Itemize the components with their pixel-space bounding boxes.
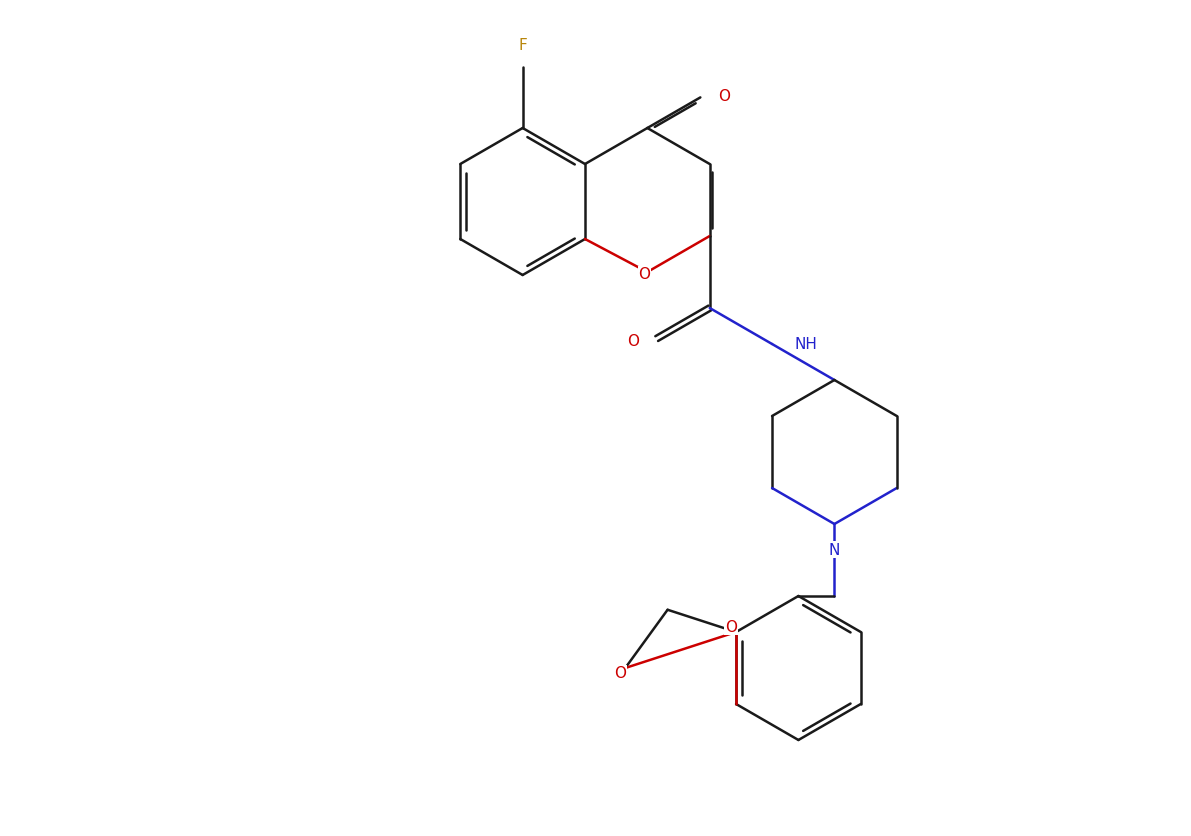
Text: O: O (615, 665, 626, 681)
Text: N: N (829, 543, 840, 558)
Text: NH: NH (794, 337, 817, 352)
Text: O: O (638, 268, 650, 283)
Text: O: O (718, 89, 730, 104)
Text: F: F (518, 38, 528, 53)
Text: O: O (725, 619, 737, 635)
Text: O: O (626, 334, 638, 349)
